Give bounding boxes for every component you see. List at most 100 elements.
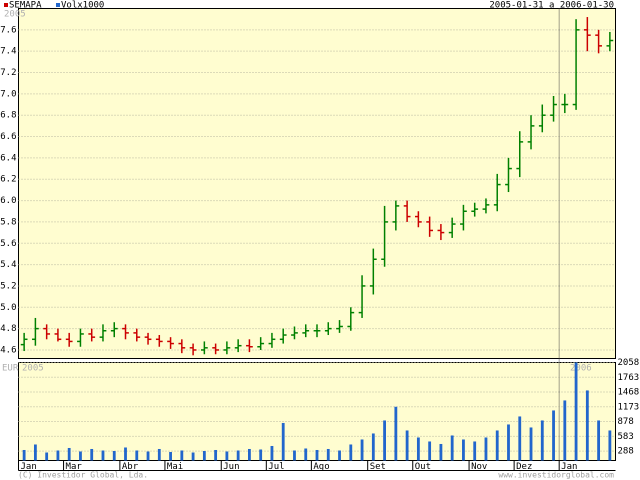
volume-bar bbox=[349, 444, 353, 461]
volume-bar bbox=[33, 444, 37, 461]
legend-label: SEMAPA bbox=[9, 1, 42, 11]
copyright: (C) Investidor Global, Lda. bbox=[18, 471, 148, 480]
x-tick-label: Nov bbox=[471, 462, 487, 472]
y-tick-label: 5.4 bbox=[0, 260, 16, 270]
volume-bar bbox=[304, 448, 308, 461]
volume-bar bbox=[191, 452, 195, 461]
x-tick-label: Jan bbox=[561, 462, 577, 472]
volume-bar bbox=[315, 449, 319, 461]
volume-bar bbox=[585, 390, 589, 461]
volume-bar bbox=[112, 450, 116, 461]
volume-bar bbox=[169, 451, 172, 461]
website: www.investidorglobal.com bbox=[498, 471, 614, 480]
x-tick-label: Set bbox=[370, 462, 386, 472]
volume-bar bbox=[22, 449, 26, 461]
volume-bar bbox=[540, 420, 544, 461]
y-tick-label: 2058 bbox=[618, 358, 640, 368]
volume-panel bbox=[18, 362, 616, 461]
volume-bar bbox=[214, 449, 218, 461]
x-tick-label: Dez bbox=[516, 462, 532, 472]
legend-swatch bbox=[4, 3, 8, 7]
y-tick-label: 5.8 bbox=[0, 217, 16, 227]
y-tick-label: 878 bbox=[618, 417, 634, 427]
volume-bar bbox=[428, 441, 432, 461]
volume-bar bbox=[67, 447, 71, 461]
y-tick-label: 5.6 bbox=[0, 239, 16, 249]
y-tick-label: 583 bbox=[618, 432, 634, 442]
volume-bar bbox=[371, 433, 375, 461]
volume-bar bbox=[608, 430, 612, 461]
legend-label: Volx1000 bbox=[61, 1, 104, 11]
y-tick-label: 6.0 bbox=[0, 196, 16, 206]
y-tick-label: 5.2 bbox=[0, 281, 16, 291]
volume-bar bbox=[495, 430, 499, 461]
volume-bar bbox=[202, 450, 206, 461]
y-tick-label: 6.6 bbox=[0, 132, 16, 142]
volume-bar bbox=[574, 362, 578, 461]
date-range: 2005-01-31 a 2006-01-30 bbox=[489, 1, 614, 11]
y-tick-label: 7.0 bbox=[0, 89, 16, 99]
volume-bar bbox=[157, 448, 161, 461]
x-tick-label: Jul bbox=[268, 462, 284, 472]
volume-bar bbox=[518, 416, 522, 461]
volume-bar bbox=[552, 410, 555, 461]
price-panel bbox=[18, 8, 616, 359]
volume-bar bbox=[360, 439, 364, 461]
volume-bar bbox=[124, 447, 127, 461]
year-watermark: 2006 bbox=[570, 364, 592, 374]
x-tick-label: Out bbox=[415, 462, 431, 472]
volume-bar bbox=[236, 450, 240, 461]
volume-bar bbox=[79, 451, 82, 461]
volume-bar bbox=[45, 452, 49, 461]
volume-bar bbox=[135, 450, 139, 461]
x-tick-label: Jan bbox=[21, 462, 37, 472]
volume-bar bbox=[338, 450, 341, 461]
y-tick-label: 7.6 bbox=[0, 25, 16, 35]
volume-bar bbox=[56, 450, 60, 461]
volume-bar bbox=[416, 437, 420, 461]
y-tick-label: 6.8 bbox=[0, 111, 16, 121]
y-tick-label: 1468 bbox=[618, 388, 640, 398]
volume-bar bbox=[529, 427, 533, 461]
volume-bar bbox=[146, 451, 150, 461]
volume-bar bbox=[394, 406, 398, 461]
volume-bar bbox=[383, 420, 386, 461]
y-tick-label: 288 bbox=[618, 447, 634, 457]
volume-bar bbox=[90, 448, 94, 461]
volume-bar bbox=[180, 450, 184, 461]
y-tick-label: 7.2 bbox=[0, 68, 16, 78]
y-tick-label: 1173 bbox=[618, 402, 640, 412]
y-tick-label: 1763 bbox=[618, 373, 640, 383]
y-tick-label: 6.4 bbox=[0, 153, 16, 163]
volume-bar bbox=[473, 441, 477, 461]
volume-bar bbox=[439, 443, 443, 461]
y-tick-label: 6.2 bbox=[0, 175, 16, 185]
volume-bar bbox=[326, 448, 330, 461]
x-tick-label: Mai bbox=[167, 462, 183, 472]
year-watermark: 2005 bbox=[4, 10, 26, 20]
volume-bar bbox=[101, 450, 105, 461]
y-tick-label: 5.0 bbox=[0, 303, 16, 313]
volume-bar bbox=[484, 437, 488, 461]
y-tick-label: 4.6 bbox=[0, 345, 16, 355]
volume-bar bbox=[507, 424, 510, 461]
x-tick-label: Ago bbox=[313, 462, 329, 472]
y-tick-label: 7.4 bbox=[0, 47, 16, 57]
x-tick-label: Abr bbox=[122, 462, 139, 472]
year-watermark: 2005 bbox=[22, 364, 44, 374]
volume-bar bbox=[462, 439, 465, 461]
volume-bar bbox=[405, 430, 409, 461]
volume-bar bbox=[281, 422, 285, 461]
volume-bar bbox=[563, 400, 567, 461]
y-tick-label: 4.8 bbox=[0, 324, 16, 334]
volume-bar bbox=[450, 435, 454, 461]
volume-bar bbox=[225, 451, 229, 461]
x-tick-label: Jun bbox=[223, 462, 239, 472]
volume-bar bbox=[270, 445, 274, 461]
volume-bar bbox=[248, 448, 251, 461]
volume-bar bbox=[259, 449, 263, 461]
currency-label: EUR bbox=[2, 364, 19, 374]
volume-bar bbox=[597, 420, 601, 461]
legend-swatch bbox=[56, 3, 60, 7]
